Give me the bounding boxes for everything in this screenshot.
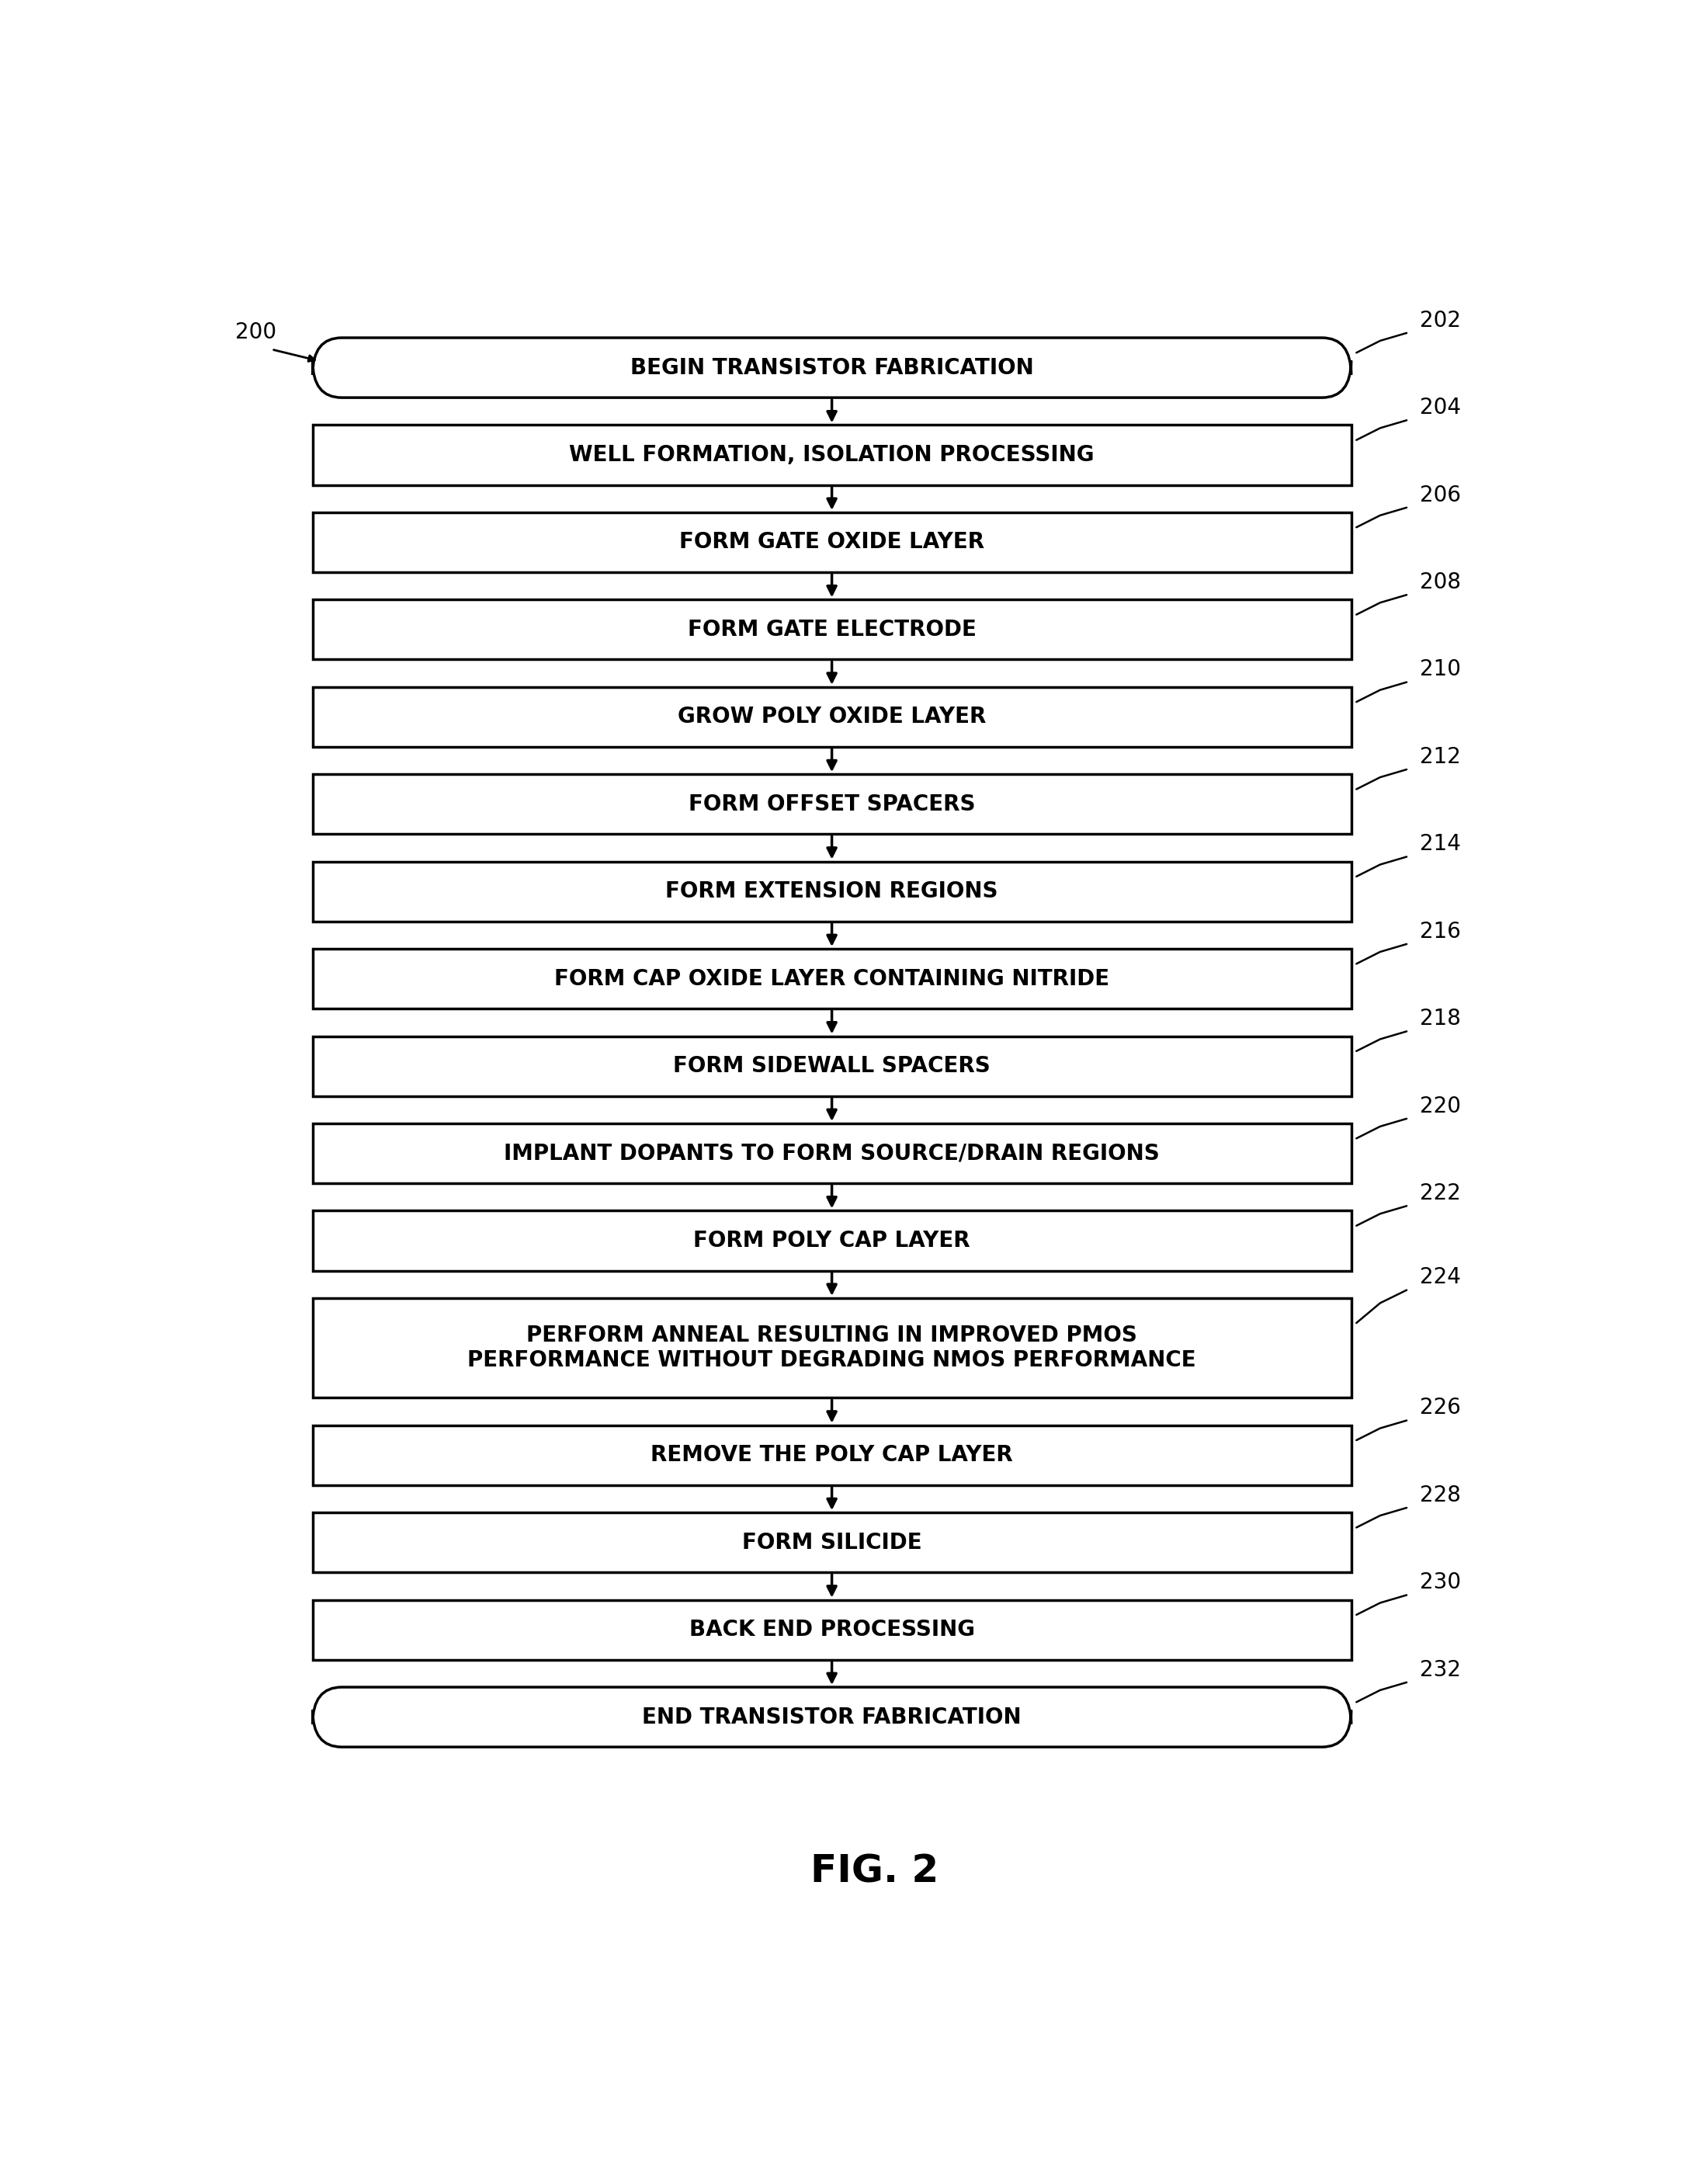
Bar	[312, 1601, 1352, 1660]
Text: 202: 202	[1420, 310, 1461, 332]
Text: GROW POLY OXIDE LAYER: GROW POLY OXIDE LAYER	[678, 705, 987, 727]
Text: FORM SIDEWALL SPACERS: FORM SIDEWALL SPACERS	[673, 1055, 990, 1077]
Text: 200: 200	[236, 321, 277, 343]
Text: 218: 218	[1420, 1009, 1461, 1029]
Text: 226: 226	[1420, 1398, 1461, 1420]
Bar	[312, 1514, 1352, 1572]
Bar	[312, 775, 1352, 834]
Text: 212: 212	[1420, 747, 1461, 769]
Text: REMOVE THE POLY CAP LAYER: REMOVE THE POLY CAP LAYER	[650, 1444, 1012, 1465]
Bar	[312, 513, 1352, 572]
Text: FORM POLY CAP LAYER: FORM POLY CAP LAYER	[693, 1230, 970, 1251]
Bar	[312, 1426, 1352, 1485]
Text: PERFORM ANNEAL RESULTING IN IMPROVED PMOS
PERFORMANCE WITHOUT DEGRADING NMOS PER: PERFORM ANNEAL RESULTING IN IMPROVED PMO…	[468, 1324, 1197, 1372]
Bar	[312, 426, 1352, 485]
Text: END TRANSISTOR FABRICATION: END TRANSISTOR FABRICATION	[642, 1706, 1021, 1728]
Text: BACK END PROCESSING: BACK END PROCESSING	[690, 1618, 975, 1640]
Text: FORM SILICIDE: FORM SILICIDE	[743, 1531, 922, 1553]
Text: FORM CAP OXIDE LAYER CONTAINING NITRIDE: FORM CAP OXIDE LAYER CONTAINING NITRIDE	[555, 968, 1110, 989]
Bar	[312, 1297, 1352, 1398]
FancyBboxPatch shape	[312, 1688, 1352, 1747]
Text: 222: 222	[1420, 1182, 1461, 1203]
Bar	[312, 948, 1352, 1009]
Text: 228: 228	[1420, 1485, 1461, 1507]
Text: FORM GATE ELECTRODE: FORM GATE ELECTRODE	[688, 618, 976, 640]
Bar	[312, 688, 1352, 747]
Text: 224: 224	[1420, 1267, 1461, 1289]
Bar	[312, 1210, 1352, 1271]
Text: 206: 206	[1420, 485, 1461, 507]
FancyBboxPatch shape	[312, 339, 1352, 397]
Text: 220: 220	[1420, 1094, 1461, 1116]
Text: 230: 230	[1420, 1572, 1461, 1594]
Text: 204: 204	[1420, 397, 1461, 419]
Text: FORM GATE OXIDE LAYER: FORM GATE OXIDE LAYER	[679, 531, 985, 553]
Text: FIG. 2: FIG. 2	[811, 1852, 939, 1889]
Text: BEGIN TRANSISTOR FABRICATION: BEGIN TRANSISTOR FABRICATION	[630, 356, 1033, 378]
Bar	[312, 1123, 1352, 1184]
Text: 216: 216	[1420, 922, 1461, 941]
Text: IMPLANT DOPANTS TO FORM SOURCE/DRAIN REGIONS: IMPLANT DOPANTS TO FORM SOURCE/DRAIN REG…	[504, 1142, 1159, 1164]
Text: WELL FORMATION, ISOLATION PROCESSING: WELL FORMATION, ISOLATION PROCESSING	[568, 443, 1094, 465]
Text: 214: 214	[1420, 834, 1461, 856]
Text: FORM OFFSET SPACERS: FORM OFFSET SPACERS	[688, 793, 975, 815]
Text: 208: 208	[1420, 572, 1461, 594]
Bar	[312, 1035, 1352, 1096]
Bar	[312, 601, 1352, 660]
Text: 210: 210	[1420, 660, 1461, 681]
Text: 232: 232	[1420, 1660, 1461, 1682]
Text: FORM EXTENSION REGIONS: FORM EXTENSION REGIONS	[666, 880, 999, 902]
Bar	[312, 860, 1352, 922]
